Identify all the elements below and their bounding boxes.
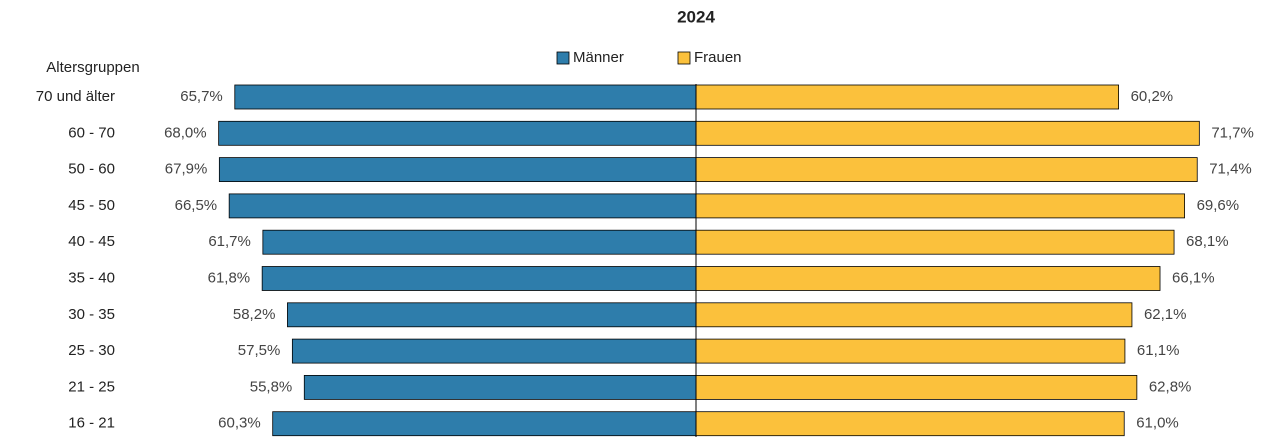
- value-label: 68,0%: [164, 124, 207, 141]
- bar: [262, 229, 697, 255]
- legend-label: Frauen: [694, 49, 742, 66]
- bar: [695, 193, 1185, 219]
- bar: [303, 374, 697, 400]
- y-tick-label: 35 - 40: [68, 269, 115, 286]
- value-label: 66,5%: [175, 197, 218, 214]
- bar: [218, 157, 697, 183]
- bar: [695, 374, 1138, 400]
- value-label: 57,5%: [238, 342, 281, 359]
- y-tick-label: 45 - 50: [68, 197, 115, 214]
- legend-label: Männer: [573, 49, 624, 66]
- y-tick-label: 70 und älter: [36, 88, 115, 105]
- value-label: 68,1%: [1186, 233, 1229, 250]
- value-label: 58,2%: [233, 306, 276, 323]
- value-label: 65,7%: [180, 88, 223, 105]
- y-tick-label: 25 - 30: [68, 342, 115, 359]
- y-tick-label: 60 - 70: [68, 124, 115, 141]
- value-label: 71,7%: [1211, 124, 1254, 141]
- value-label: 60,3%: [218, 415, 261, 432]
- bar: [272, 411, 697, 437]
- legend-swatch: [677, 51, 691, 65]
- bar: [695, 229, 1175, 255]
- y-tick-label: 30 - 35: [68, 306, 115, 323]
- bar: [695, 120, 1200, 146]
- value-label: 62,1%: [1144, 306, 1187, 323]
- bar: [695, 84, 1120, 110]
- value-label: 71,4%: [1209, 161, 1252, 178]
- value-label: 61,1%: [1137, 342, 1180, 359]
- value-label: 60,2%: [1131, 88, 1174, 105]
- axis-label: Altersgruppen: [46, 59, 139, 76]
- bar: [261, 266, 697, 291]
- bar: [695, 411, 1125, 437]
- bar: [695, 338, 1126, 364]
- value-label: 61,8%: [208, 269, 251, 286]
- bar: [695, 302, 1133, 328]
- bar: [291, 338, 697, 364]
- value-label: 61,0%: [1136, 415, 1179, 432]
- y-tick-label: 40 - 45: [68, 233, 115, 250]
- value-label: 66,1%: [1172, 269, 1215, 286]
- bar: [287, 302, 697, 328]
- y-tick-label: 16 - 21: [68, 415, 115, 432]
- bar: [218, 120, 697, 146]
- y-tick-label: 21 - 25: [68, 378, 115, 395]
- legend-swatch: [556, 51, 570, 65]
- value-label: 55,8%: [250, 378, 293, 395]
- bar: [695, 266, 1161, 291]
- bar: [228, 193, 697, 219]
- value-label: 62,8%: [1149, 378, 1192, 395]
- chart-title: 2024: [677, 7, 715, 26]
- y-tick-label: 50 - 60: [68, 161, 115, 178]
- bar: [695, 157, 1198, 183]
- bar: [234, 84, 697, 110]
- value-label: 69,6%: [1197, 197, 1240, 214]
- value-label: 67,9%: [165, 161, 208, 178]
- value-label: 61,7%: [208, 233, 251, 250]
